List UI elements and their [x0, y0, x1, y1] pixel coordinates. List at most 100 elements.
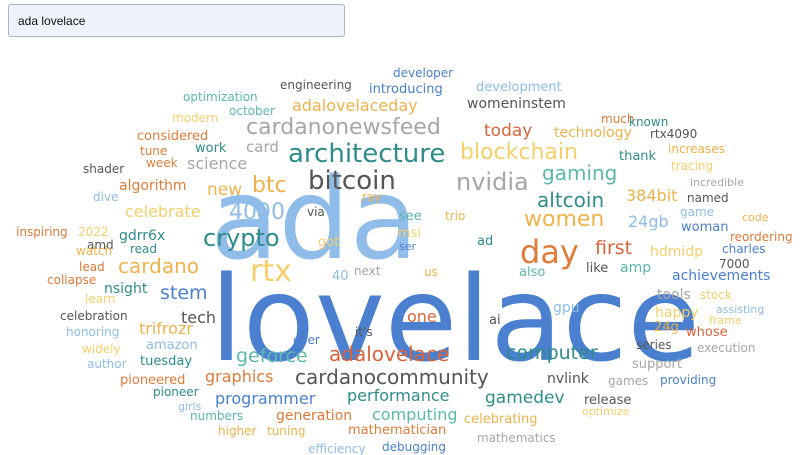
cloud-word: gpu: [553, 300, 580, 316]
cloud-word: 2022: [78, 225, 109, 239]
cloud-word: performance: [347, 386, 449, 405]
cloud-word: via: [307, 205, 325, 219]
cloud-word: ray: [362, 190, 381, 204]
cloud-word: efficiency: [308, 442, 366, 455]
cloud-word: inspiring: [16, 225, 68, 239]
cloud-word: games: [608, 374, 648, 388]
cloud-word: nsight: [104, 281, 148, 297]
cloud-word: cardanocommunity: [295, 365, 489, 389]
cloud-word: amazon: [146, 338, 198, 353]
cloud-word: us: [424, 265, 438, 279]
cloud-word: known: [629, 115, 668, 129]
cloud-word: celebrate: [125, 202, 201, 221]
cloud-word: mathematics: [477, 431, 556, 445]
cloud-word: cardano: [118, 254, 199, 278]
cloud-word: 4090: [229, 200, 285, 225]
cloud-word: honoring: [66, 325, 119, 339]
cloud-word: numbers: [190, 409, 243, 423]
cloud-word: card: [246, 138, 279, 156]
cloud-word: msi: [398, 226, 421, 241]
cloud-word: stock: [700, 288, 732, 302]
cloud-word: like: [586, 261, 608, 276]
cloud-word: ad: [477, 234, 493, 249]
cloud-word: developer: [393, 66, 453, 80]
cloud-word: it's: [355, 325, 373, 339]
cloud-word: introducing: [369, 82, 443, 97]
cloud-word: charles: [722, 242, 765, 256]
cloud-word: watch: [76, 244, 112, 258]
cloud-word: cardanonewsfeed: [246, 115, 441, 140]
cloud-word: learn: [85, 292, 115, 306]
cloud-word: increases: [668, 142, 725, 156]
cloud-word: rtx4090: [650, 127, 697, 141]
cloud-word: nvlink: [547, 371, 590, 387]
cloud-word: frame: [709, 314, 742, 327]
cloud-word: computer: [506, 342, 598, 364]
cloud-word: much: [601, 112, 635, 126]
cloud-word: dive: [93, 190, 118, 204]
cloud-word: nvidia: [456, 168, 529, 196]
cloud-word: ser: [399, 240, 416, 253]
cloud-word: optimization: [183, 90, 258, 104]
cloud-word: today: [484, 121, 532, 141]
cloud-word: womeninstem: [467, 96, 566, 112]
cloud-word: ever: [293, 333, 320, 347]
cloud-word: tracing: [671, 159, 713, 173]
cloud-word: bitcoin: [308, 166, 396, 196]
search-input[interactable]: [8, 4, 345, 37]
cloud-word: science: [187, 154, 247, 173]
cloud-word: technology: [554, 125, 632, 141]
cloud-word: 24gb: [628, 212, 669, 231]
cloud-word: collapse: [47, 273, 96, 287]
cloud-word: considered: [137, 129, 208, 144]
cloud-word: day: [520, 233, 579, 271]
cloud-word: next: [354, 264, 381, 278]
cloud-word: work: [195, 141, 227, 156]
cloud-word: hdmidp: [650, 244, 703, 260]
cloud-word: pioneer: [153, 385, 199, 399]
cloud-word: new: [207, 180, 242, 200]
cloud-word: first: [595, 237, 632, 259]
cloud-word: reordering: [730, 230, 793, 244]
cloud-word: tools: [657, 287, 691, 303]
cloud-word: amd: [87, 238, 114, 252]
cloud-word: happy: [655, 305, 699, 321]
cloud-word: providing: [660, 373, 716, 387]
cloud-word: btc: [252, 173, 287, 198]
cloud-word: 40: [332, 269, 349, 284]
cloud-word: engineering: [280, 78, 352, 92]
cloud-word: trifrozr: [139, 319, 193, 338]
cloud-word: one: [407, 307, 437, 326]
cloud-word: read: [130, 242, 157, 256]
cloud-word: assisting: [716, 303, 764, 316]
cloud-word: tech: [181, 308, 216, 327]
cloud-word: tune: [140, 144, 167, 158]
cloud-word: women: [524, 207, 604, 232]
cloud-word: game: [680, 205, 714, 219]
cloud-word: got: [318, 235, 339, 250]
cloud-word: 24g: [654, 320, 679, 335]
cloud-word: adalovelace: [329, 342, 449, 366]
cloud-word: computing: [372, 405, 457, 424]
cloud-word: see: [399, 209, 422, 224]
cloud-word: support: [632, 357, 682, 372]
cloud-word: code: [742, 211, 769, 224]
cloud-word: pioneered: [120, 373, 185, 388]
cloud-word: mathematician: [348, 423, 446, 438]
cloud-word: celebrating: [464, 412, 538, 427]
cloud-word: ada: [210, 155, 418, 285]
cloud-word: tuning: [267, 424, 305, 438]
cloud-word: rtx: [250, 254, 292, 289]
cloud-word: geforce: [236, 345, 308, 367]
cloud-word: amp: [620, 260, 651, 276]
cloud-word: thank: [619, 149, 657, 164]
cloud-word: october: [229, 104, 275, 118]
cloud-word: whose: [686, 325, 728, 340]
cloud-word: author: [87, 357, 127, 371]
cloud-word: development: [476, 80, 562, 95]
cloud-word: algorithm: [119, 178, 187, 194]
cloud-word: ai: [489, 313, 501, 328]
cloud-word: crypto: [203, 224, 280, 252]
cloud-word: altcoin: [537, 188, 604, 212]
